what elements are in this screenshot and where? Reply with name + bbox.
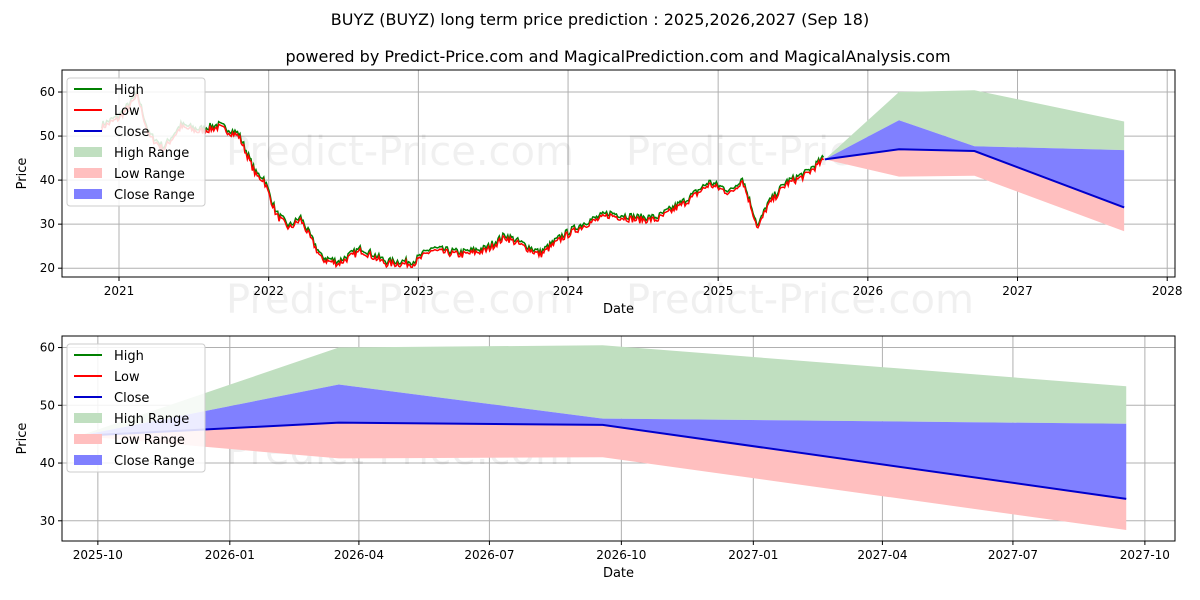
x-tick-label: 2025-10 [73, 548, 123, 562]
close-range-area [79, 384, 1127, 499]
legend-swatch-high-range [74, 147, 102, 157]
y-tick-label: 50 [40, 129, 55, 143]
chart-title: BUYZ (BUYZ) long term price prediction :… [331, 10, 869, 29]
legend-swatch-low-range [74, 434, 102, 444]
x-tick-label: 2026-04 [334, 548, 384, 562]
y-tick-label: 30 [40, 217, 55, 231]
legend-swatch-high-range [74, 413, 102, 423]
y-tick-label: 60 [40, 341, 55, 355]
watermark: Predict-Price.com [626, 277, 974, 323]
low-line [101, 91, 825, 270]
legend-label: Close Range [114, 188, 195, 203]
x-tick-label: 2027-04 [857, 548, 907, 562]
legend: High Low Close High Range Low Range Close Ran… [66, 343, 206, 473]
plot-frame [61, 335, 1176, 542]
legend-label: High Range [114, 412, 189, 427]
legend-label: High [114, 83, 144, 98]
plot-area [101, 89, 1125, 270]
low-range-area [824, 149, 1125, 232]
legend-label: Close [114, 125, 149, 140]
x-tick-label: 2026 [853, 284, 884, 298]
close-line [79, 421, 1127, 500]
legend-label: Low [114, 370, 140, 385]
low-range-area [79, 422, 1127, 531]
x-tick-label: 2026-10 [596, 548, 646, 562]
x-tick-label: 2026-01 [205, 548, 255, 562]
legend-swatch-close-range [74, 455, 102, 465]
panel-0: 2021 2022 2023 2024 2025 2026 2027 2028 20 30 40 50… [15, 69, 1183, 323]
y-tick-label: 40 [40, 173, 55, 187]
close-range-area [824, 120, 1125, 208]
y-tick-label: 40 [40, 456, 55, 470]
y-axis-label: Price [15, 423, 30, 455]
x-tick-label: 2027 [1002, 284, 1033, 298]
x-tick-label: 2027-07 [988, 548, 1038, 562]
x-tick-label: 2024 [553, 284, 584, 298]
close-line [824, 148, 1125, 209]
high-range-area [79, 345, 1127, 436]
y-axis-label: Price [15, 158, 30, 190]
y-tick-label: 50 [40, 398, 55, 412]
legend-label: Close [114, 391, 149, 406]
legend-label: High Range [114, 146, 189, 161]
x-tick-label: 2021 [104, 284, 135, 298]
panel-1: 2025-10 2026-01 2026-04 2026-07 2026-10 2027-… [15, 335, 1176, 581]
y-tick-label: 30 [40, 514, 55, 528]
plot-frame [61, 69, 1176, 278]
x-tick-label: 2028 [1152, 284, 1183, 298]
x-tick-label: 2027-01 [728, 548, 778, 562]
high-range-area [824, 90, 1125, 160]
x-tick-label: 2022 [253, 284, 284, 298]
legend-label: High [114, 349, 144, 364]
high-line [101, 89, 825, 267]
x-tick-label: 2027-10 [1120, 548, 1170, 562]
x-tick-label: 2023 [403, 284, 434, 298]
x-tick-label: 2025 [703, 284, 734, 298]
x-tick-label: 2026-07 [464, 548, 514, 562]
y-tick-label: 60 [40, 85, 55, 99]
legend-swatch-low-range [74, 168, 102, 178]
legend-swatch-close-range [74, 189, 102, 199]
legend-label: Low Range [114, 167, 185, 182]
plot-area [79, 345, 1127, 531]
watermark: Predict-Price.com [226, 277, 574, 323]
legend-label: Low Range [114, 433, 185, 448]
chart-subtitle: powered by Predict-Price.com and Magical… [285, 47, 950, 66]
watermark: Predict-Price.com [226, 129, 574, 175]
x-axis-label: Date [603, 302, 634, 317]
legend: High Low Close High Range Low Range Close Ran… [66, 77, 206, 207]
legend-label: Low [114, 104, 140, 119]
legend-label: Close Range [114, 454, 195, 469]
x-axis-label: Date [603, 566, 634, 581]
y-tick-label: 20 [40, 261, 55, 275]
